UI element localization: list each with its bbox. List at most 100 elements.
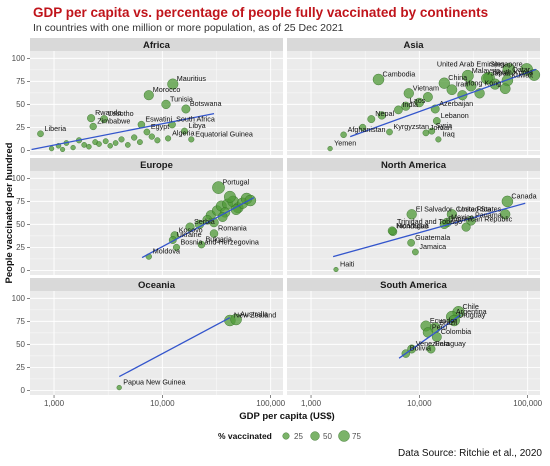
- point-label-ecuador: Ecuador: [430, 316, 457, 325]
- point-japan: [481, 72, 493, 85]
- point-label-nepal: Nepal: [375, 109, 394, 118]
- point-australia: [230, 313, 242, 326]
- point-qatar: [528, 69, 541, 81]
- point-papua-new-guinea: [116, 385, 122, 391]
- point-label-papua-new-guinea: Papua New Guinea: [123, 378, 185, 387]
- point-label-moldova: Moldova: [153, 247, 180, 256]
- legend-label-75: 75: [352, 432, 361, 441]
- point-label-mexico: Mexico: [451, 213, 474, 222]
- point-label-cambodia: Cambodia: [383, 70, 416, 79]
- point-guatemala: [407, 238, 415, 247]
- point-label-dominican-republic: Dominican Republic: [448, 214, 512, 223]
- point-label-singapore: Singapore: [490, 59, 523, 68]
- point-china: [438, 77, 450, 89]
- point: [465, 80, 477, 92]
- point-label-china: China: [448, 73, 467, 82]
- point-label-serbia: Serbia: [194, 217, 215, 226]
- y-tick-label: 100: [12, 174, 26, 183]
- point: [96, 141, 102, 147]
- point-nepal: [367, 115, 376, 124]
- point-vietnam: [403, 88, 414, 99]
- point-label-bolivia: Bolivia: [410, 344, 431, 353]
- point-label-zimbabwe: Zimbabwe: [97, 117, 130, 126]
- point-liberia: [37, 130, 44, 138]
- point-label-iran: Iran: [456, 80, 468, 89]
- facet-title-africa: Africa: [143, 40, 171, 51]
- point: [81, 142, 87, 148]
- x-tick-label: 10,000: [407, 399, 432, 408]
- point: [377, 111, 386, 120]
- point-morocco: [143, 90, 154, 101]
- facet-strip-south-america: [287, 278, 540, 291]
- y-tick-label: 50: [16, 340, 25, 349]
- point-rwanda: [87, 114, 96, 123]
- point-label-panama: Panama: [475, 211, 502, 220]
- trend-line-north-america: [332, 202, 526, 258]
- y-tick-label: 0: [21, 386, 26, 395]
- point-el-salvador: [406, 209, 417, 220]
- point-label-lebanon: Lebanon: [441, 111, 469, 120]
- point-label-yemen: Yemen: [334, 139, 356, 148]
- point-lebanon: [432, 117, 441, 125]
- point-hong-kong: [499, 83, 511, 94]
- point-label-afghanistan: Afghanistan: [348, 125, 386, 134]
- point-libya: [181, 127, 188, 135]
- point: [125, 142, 131, 148]
- point-label-botswana: Botswana: [190, 99, 222, 108]
- point-cambodia: [372, 73, 385, 86]
- facet-south-america: South America ChileArgentinaUruguayEcuado…: [287, 278, 540, 395]
- point-label-paraguay: Paraguay: [435, 339, 466, 348]
- y-axis-title: People vaccinated per hundred: [4, 142, 15, 283]
- point-label-brazil: Brazil: [439, 318, 457, 327]
- point-label-bosnia-and-herzegovina: Bosnia and Herzegovina: [181, 237, 259, 246]
- point: [223, 190, 236, 203]
- point-label-india: India: [402, 100, 418, 109]
- trend-line-oceania: [118, 317, 231, 378]
- point-label-south-africa: South Africa: [176, 115, 215, 124]
- point-iraq: [435, 136, 442, 143]
- panel-background: [287, 51, 540, 155]
- point-label-el-salvador: El Salvador: [416, 204, 453, 213]
- point-label-eswatini: Eswatini: [145, 115, 172, 124]
- y-tick-label: 75: [16, 197, 25, 206]
- point: [154, 137, 161, 144]
- facet-title-asia: Asia: [403, 40, 424, 51]
- point-label-algeria: Algeria: [172, 128, 194, 137]
- point: [414, 97, 424, 108]
- point: [148, 133, 155, 140]
- point-paraguay: [426, 344, 436, 354]
- legend-key-75: [338, 430, 350, 442]
- point-label-honduras: Honduras: [397, 222, 429, 231]
- panel-background: [287, 291, 540, 395]
- facet-strip-oceania: [30, 278, 283, 291]
- point: [86, 143, 92, 150]
- point-label-chile: Chile: [463, 302, 479, 311]
- legend-key-50: [310, 431, 320, 441]
- point-label-south-korea: South Korea: [493, 68, 533, 77]
- point-afghanistan: [340, 131, 347, 139]
- point-label-morocco: Morocco: [153, 85, 181, 94]
- point-nicaragua: [387, 226, 397, 236]
- trend-line-europe: [141, 197, 255, 259]
- point-label-united-states: United States: [458, 204, 502, 213]
- legend-label-50: 50: [323, 432, 332, 441]
- panel-background: [30, 291, 283, 395]
- facet-strip-asia: [287, 38, 540, 51]
- point-botswana: [181, 104, 191, 114]
- point-label-bulgaria: Bulgaria: [206, 235, 232, 244]
- point: [112, 140, 119, 146]
- point: [118, 136, 125, 143]
- y-tick-label: 25: [16, 123, 25, 132]
- y-tick-label: 50: [16, 100, 25, 109]
- point: [107, 143, 113, 149]
- point-label-new-zealand: New Zealand: [234, 311, 276, 320]
- x-tick-label: 100,000: [256, 399, 285, 408]
- x-tick-label: 1,000: [44, 399, 65, 408]
- point-label-kyrgyzstan: Kyrgyzstan: [394, 122, 430, 131]
- point-label-kuwait: Kuwait: [511, 71, 533, 80]
- point-label-argentina: Argentina: [456, 307, 487, 316]
- point-india: [394, 105, 403, 115]
- point-label-lesotho: Lesotho: [108, 109, 134, 118]
- point-label-canada: Canada: [511, 191, 536, 200]
